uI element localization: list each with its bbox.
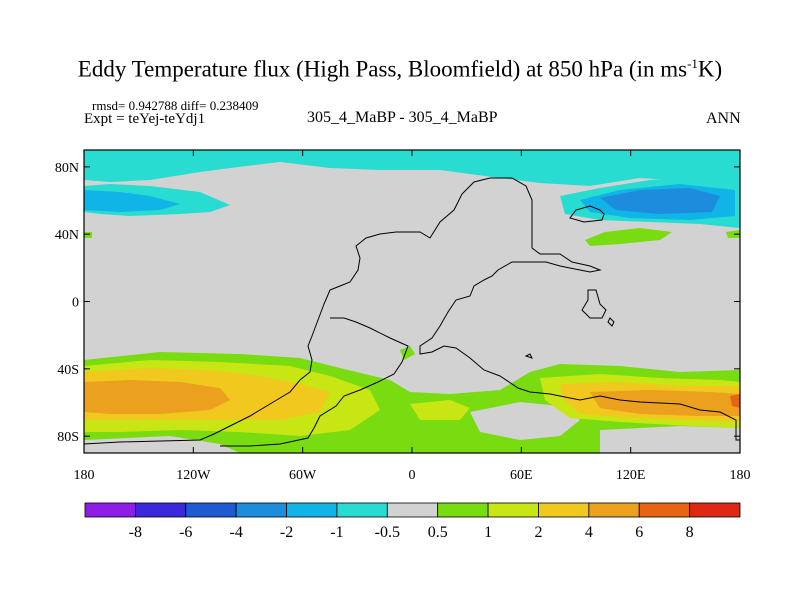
grey-hole-2 [600, 426, 740, 453]
colorbar: -8 -6 -4 -2 -1 -0.5 0.5 1 2 4 6 8 [84, 502, 741, 541]
x-tick-label: 60E [510, 468, 533, 483]
arctic-negative-band [84, 150, 740, 186]
colorbar-swatch [588, 502, 640, 518]
rmsd-diff-stats: rmsd= 0.942788 diff= 0.238409 [92, 98, 259, 113]
y-axis-ticks: 80N 40N 0 40S 80S [55, 161, 740, 445]
colorbar-label: 1 [484, 524, 492, 541]
colorbar-swatch [487, 502, 539, 518]
x-tick-label: 0 [409, 468, 416, 483]
colorbar-swatch [185, 502, 237, 518]
y-tick-label: 40N [55, 228, 79, 243]
colorbar-swatch [286, 502, 338, 518]
continent-outlines [84, 177, 740, 447]
colorbar-swatch [689, 502, 741, 518]
colorbar-swatch [336, 502, 388, 518]
plot-title: Eddy Temperature flux (High Pass, Bloomf… [77, 56, 723, 82]
x-tick-label: 60W [289, 468, 317, 483]
colorbar-swatch [386, 502, 439, 518]
colorbar-label: -0.5 [375, 524, 400, 541]
colorbar-label: 4 [585, 524, 593, 541]
colorbar-label: -4 [229, 524, 242, 541]
x-tick-label: 120E [616, 468, 646, 483]
ne-ocean-core-4 [600, 188, 720, 214]
colorbar-label: 6 [635, 524, 643, 541]
colorbar-label: -1 [330, 524, 343, 541]
southern-ocean-8-east [730, 394, 740, 408]
w-positive-patch [84, 232, 92, 238]
colorbar-label: 2 [534, 524, 542, 541]
e-positive-patch [726, 230, 740, 238]
colorbar-swatch [134, 502, 187, 518]
colorbar-label: -2 [280, 524, 293, 541]
colorbar-swatch [235, 502, 287, 518]
x-axis-ticks: 180 120W 60W 0 60E 120E 180 [74, 150, 751, 483]
southern-ocean-2-mid [410, 400, 470, 420]
colorbar-swatch [538, 502, 590, 518]
colorbar-swatch [437, 502, 489, 518]
season-label: ANN [706, 110, 741, 127]
x-tick-label: 120W [176, 468, 211, 483]
y-tick-label: 40S [57, 363, 79, 378]
colorbar-label: 8 [686, 524, 694, 541]
y-tick-label: 0 [72, 296, 79, 311]
colorbar-label: -6 [179, 524, 192, 541]
contour-fields [84, 150, 740, 453]
colorbar-swatch [638, 502, 691, 518]
x-tick-label: 180 [74, 468, 95, 483]
grey-hole-1 [470, 402, 580, 440]
x-tick-label: 180 [730, 468, 751, 483]
colorbar-swatch [84, 502, 136, 518]
colorbar-label: -8 [129, 524, 142, 541]
colorbar-label: 0.5 [428, 524, 448, 541]
grey-hole-3 [84, 436, 240, 453]
case-label: 305_4_MaBP - 305_4_MaBP [307, 109, 498, 126]
y-tick-label: 80S [57, 430, 79, 445]
y-tick-label: 80N [55, 161, 79, 176]
northpacific-core [84, 190, 180, 212]
experiment-label: Expt = teYej-teYdj1 [84, 111, 206, 127]
southern-ocean-6 [84, 380, 230, 414]
ne-positive-patch [585, 228, 672, 246]
